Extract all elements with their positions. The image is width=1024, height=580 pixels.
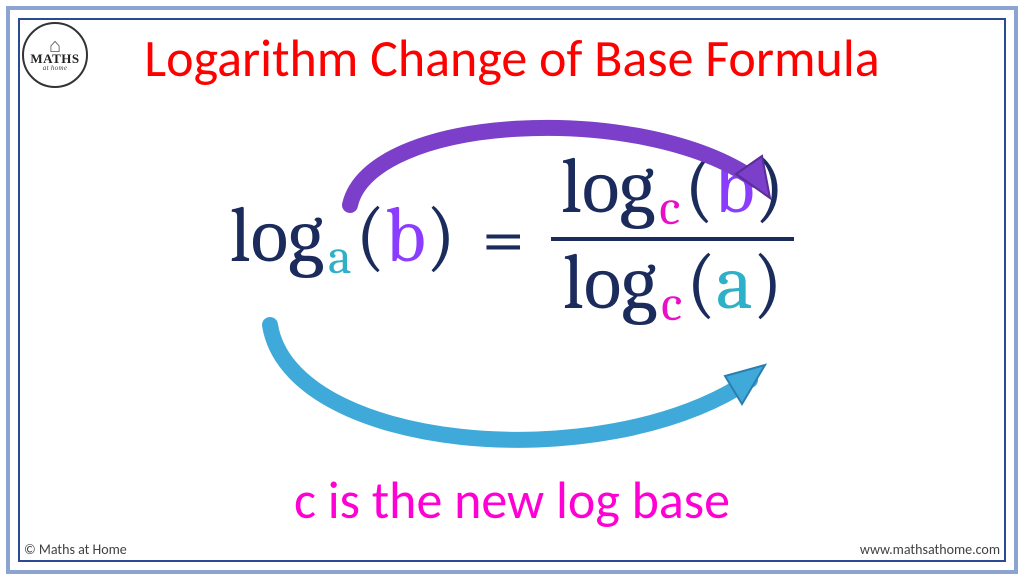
page-title: Logarithm Change of Base Formula <box>0 26 1024 90</box>
num-paren-open: ( <box>684 142 714 232</box>
lhs-arg: b <box>385 191 426 281</box>
rhs-fraction: logc(b) logc(a) <box>551 145 795 332</box>
lhs-paren-open: ( <box>355 191 385 281</box>
num-base: c <box>655 179 684 237</box>
equals-sign: = <box>456 194 551 284</box>
formula: loga(b) = logc(b) logc(a) <box>0 145 1024 332</box>
rhs-denominator: logc(a) <box>553 241 793 333</box>
subtitle: c is the new log base <box>0 468 1024 532</box>
lhs-paren-close: ) <box>426 191 456 281</box>
num-paren-close: ) <box>755 142 785 232</box>
rhs-numerator: logc(b) <box>551 145 795 237</box>
lhs: loga(b) <box>230 191 456 286</box>
copyright: © Maths at Home <box>24 541 127 558</box>
den-arg: a <box>716 238 753 328</box>
den-fn: log <box>563 238 657 328</box>
lhs-fn: log <box>230 191 324 281</box>
lhs-base: a <box>324 228 356 286</box>
site-url: www.mathsathome.com <box>860 541 1000 558</box>
den-paren-close: ) <box>753 238 783 328</box>
den-paren-open: ( <box>686 238 716 328</box>
num-fn: log <box>561 142 655 232</box>
den-base: c <box>657 275 686 333</box>
num-arg: b <box>714 142 755 232</box>
